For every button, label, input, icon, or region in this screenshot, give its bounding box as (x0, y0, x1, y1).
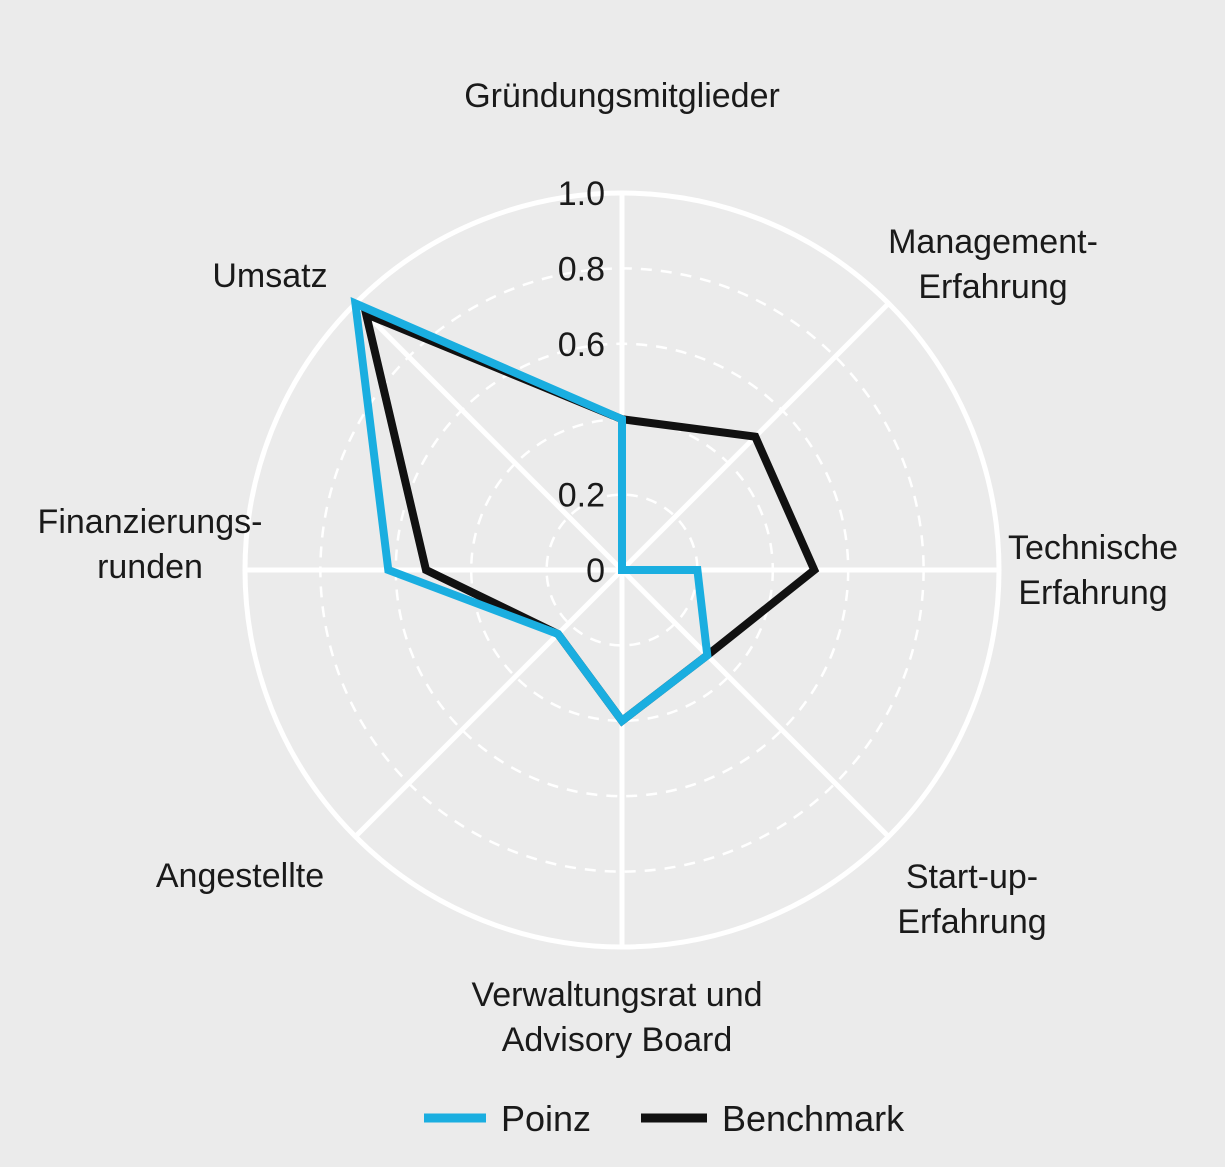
axis-label-line: Management- (888, 223, 1098, 261)
axis-label-0: Gründungsmitglieder (464, 77, 780, 115)
axis-label-line: Erfahrung (897, 903, 1046, 941)
axis-label-line: Technische (1008, 529, 1178, 567)
axis-label-2: Technische Erfahrung (1008, 529, 1178, 612)
series-benchmark-line (360, 307, 820, 727)
axis-label-line: Erfahrung (918, 268, 1067, 306)
axis-label-6: Finanzierungs-runden (38, 503, 263, 586)
axis-label-5: Angestellte (156, 857, 324, 895)
legend: Poinz Benchmark (424, 1098, 905, 1139)
axis-label-line: Gründungsmitglieder (464, 77, 780, 115)
tick-label: 0.6 (558, 326, 605, 364)
axis-label-line: Start-up- (906, 858, 1038, 896)
axis-label-line: Erfahrung (1018, 574, 1167, 612)
axis-label-1: Management- Erfahrung (888, 223, 1098, 306)
spoke-5 (353, 568, 624, 839)
tick-label: 0.2 (558, 477, 605, 515)
tick-label: 0 (586, 552, 605, 590)
legend-label-benchmark: Benchmark (722, 1098, 905, 1139)
axis-label-line: Umsatz (212, 257, 327, 295)
axis-label-7: Umsatz (212, 257, 327, 295)
axis-label-line: Angestellte (156, 857, 324, 895)
axis-label-line: Finanzierungs- (38, 503, 263, 541)
spoke-3 (620, 568, 891, 839)
axis-label-line: runden (97, 548, 203, 586)
legend-label-poinz: Poinz (501, 1098, 591, 1139)
tick-labels: 0 0.2 0.6 0.8 1.0 (558, 175, 605, 590)
tick-label: 1.0 (558, 175, 605, 213)
spoke-7 (353, 301, 624, 572)
axis-labels: GründungsmitgliederManagement-ErfahrungT… (38, 77, 1179, 1059)
axis-label-line: Advisory Board (502, 1021, 733, 1059)
axis-label-3: Start-up- Erfahrung (897, 858, 1046, 941)
series-layer (350, 296, 820, 727)
tick-label: 0.8 (558, 250, 605, 288)
axis-label-4: Verwaltungsrat und Advisory Board (471, 976, 762, 1059)
axis-label-line: Verwaltungsrat und (471, 976, 762, 1014)
